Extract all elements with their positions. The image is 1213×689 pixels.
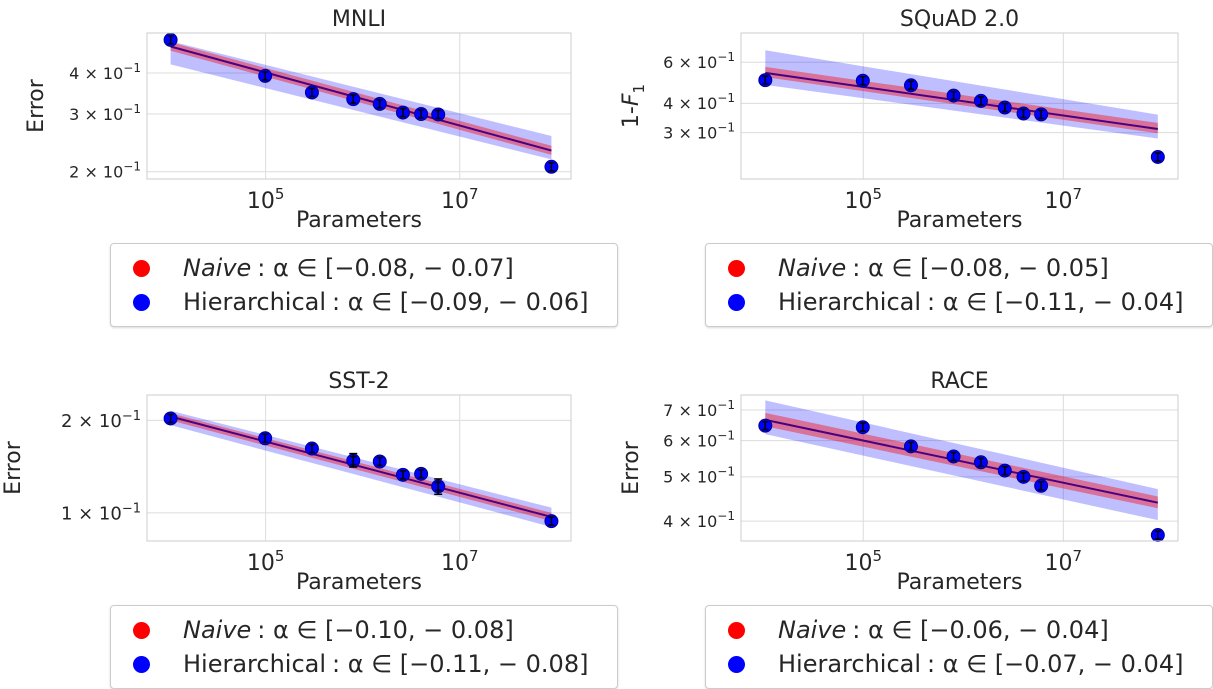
x-axis-label: Parameters — [897, 208, 1023, 233]
legend-label-naive: Naive — [183, 254, 252, 282]
chart-panel-1: SQuAD 2.0 105 107 3 × 10−1 4 × 10−1 6 × 10−1 P… — [619, 7, 1179, 233]
x-axis-label: Parameters — [296, 208, 422, 233]
legend-marker-naive — [133, 259, 150, 277]
chart-panel-2: SST-2 105 107 1 × 10−1 2 × 10−1 Parameters Err… — [1, 369, 572, 595]
legend-range-naive: : α ∈ [−0.06, − 0.04] — [852, 616, 1109, 644]
legend-range-hierarchical: : α ∈ [−0.09, − 0.06] — [332, 288, 589, 316]
fit-line — [765, 418, 1159, 504]
y-axis-label: Error — [619, 440, 644, 495]
legend-range-naive: : α ∈ [−0.08, − 0.05] — [852, 254, 1109, 282]
legend-panel-1: Naive : α ∈ [−0.08, − 0.05] Hierarchical… — [705, 243, 1213, 327]
y-tick-label: 4 × 10−1 — [69, 61, 141, 83]
y-axis-label: Error — [1, 440, 26, 495]
legend-label-naive: Naive — [183, 616, 252, 644]
legend-range-naive: : α ∈ [−0.10, − 0.08] — [257, 616, 514, 644]
chart-title: SQuAD 2.0 — [900, 7, 1019, 32]
y-tick-label: 5 × 10−1 — [663, 465, 735, 487]
legend-entry-hierarchical: Hierarchical : α ∈ [−0.09, − 0.06] — [133, 286, 588, 318]
y-axis-label: 1-F1 — [619, 84, 648, 128]
x-tick-label: 107 — [441, 547, 479, 576]
x-tick-label: 107 — [441, 185, 479, 214]
plot-area — [741, 33, 1178, 179]
plot-area — [147, 395, 571, 541]
legend-range-hierarchical: : α ∈ [−0.11, − 0.04] — [927, 288, 1184, 316]
x-tick-label: 105 — [844, 185, 882, 214]
y-tick-label: 2 × 10−1 — [69, 159, 141, 181]
legend-marker-hierarchical — [728, 293, 745, 311]
legend-range-naive: : α ∈ [−0.08, − 0.07] — [257, 254, 514, 282]
plot-frame — [740, 394, 1179, 542]
x-tick-label: 105 — [247, 185, 285, 214]
legend-entry-hierarchical: Hierarchical : α ∈ [−0.11, − 0.08] — [133, 648, 588, 680]
legend-entry-naive: Naive : α ∈ [−0.08, − 0.07] — [133, 252, 514, 284]
plot-frame — [740, 32, 1179, 180]
fit-line — [765, 71, 1158, 130]
x-axis-label: Parameters — [296, 570, 422, 595]
y-tick-label: 4 × 10−1 — [663, 91, 735, 113]
plot-area — [741, 395, 1178, 541]
y-axis-label: Error — [24, 78, 49, 133]
chart-panel-0: MNLI 105 107 2 × 10−1 3 × 10−1 4 × 10−1 Parame… — [24, 7, 572, 233]
y-tick-label: 2 × 10−1 — [61, 409, 141, 432]
y-tick-label: 7 × 10−1 — [663, 398, 735, 420]
legend-marker-naive — [728, 259, 745, 277]
legend-label-hierarchical: Hierarchical — [778, 650, 922, 678]
fit-line — [170, 415, 552, 518]
chart-title: MNLI — [332, 7, 386, 32]
legend-panel-0: Naive : α ∈ [−0.08, − 0.07] Hierarchical… — [110, 243, 618, 327]
legend-marker-hierarchical — [133, 655, 150, 673]
y-tick-label: 6 × 10−1 — [663, 428, 735, 450]
legend-label-hierarchical: Hierarchical — [183, 288, 327, 316]
x-tick-label: 107 — [1045, 185, 1083, 214]
legend-range-hierarchical: : α ∈ [−0.11, − 0.08] — [332, 650, 589, 678]
plot-frame — [146, 394, 572, 542]
chart-panel-3: RACE 105 107 4 × 10−1 5 × 10−1 6 × 10−1 7 × 10… — [619, 369, 1179, 595]
legend-entry-naive: Naive : α ∈ [−0.08, − 0.05] — [728, 252, 1109, 284]
plot-frame — [146, 32, 572, 180]
legend-panel-2: Naive : α ∈ [−0.10, − 0.08] Hierarchical… — [110, 605, 618, 689]
x-axis-label: Parameters — [897, 570, 1023, 595]
legend-label-naive: Naive — [778, 616, 847, 644]
x-tick-label: 107 — [1045, 547, 1083, 576]
chart-title: RACE — [930, 369, 988, 394]
legend-label-naive: Naive — [778, 254, 847, 282]
y-tick-label: 3 × 10−1 — [69, 102, 141, 124]
legend-marker-naive — [133, 621, 150, 639]
plot-area — [147, 33, 571, 179]
chart-title: SST-2 — [328, 369, 389, 394]
legend-marker-hierarchical — [728, 655, 745, 673]
y-tick-label: 6 × 10−1 — [663, 50, 735, 72]
legend-entry-hierarchical: Hierarchical : α ∈ [−0.07, − 0.04] — [728, 648, 1183, 680]
legend-marker-hierarchical — [133, 293, 150, 311]
legend-entry-hierarchical: Hierarchical : α ∈ [−0.11, − 0.04] — [728, 286, 1183, 318]
x-tick-label: 105 — [844, 547, 882, 576]
legend-entry-naive: Naive : α ∈ [−0.06, − 0.04] — [728, 614, 1109, 646]
legend-entry-naive: Naive : α ∈ [−0.10, − 0.08] — [133, 614, 514, 646]
legend-panel-3: Naive : α ∈ [−0.06, − 0.04] Hierarchical… — [705, 605, 1213, 689]
y-tick-label: 4 × 10−1 — [663, 509, 735, 531]
legend-range-hierarchical: : α ∈ [−0.07, − 0.04] — [927, 650, 1184, 678]
y-tick-label: 3 × 10−1 — [663, 120, 735, 142]
legend-label-hierarchical: Hierarchical — [183, 650, 327, 678]
legend-marker-naive — [728, 621, 745, 639]
fit-line — [170, 45, 552, 152]
hierarchical-band — [765, 50, 1158, 139]
x-tick-label: 105 — [247, 547, 285, 576]
y-tick-label: 1 × 10−1 — [61, 501, 141, 524]
legend-label-hierarchical: Hierarchical — [778, 288, 922, 316]
